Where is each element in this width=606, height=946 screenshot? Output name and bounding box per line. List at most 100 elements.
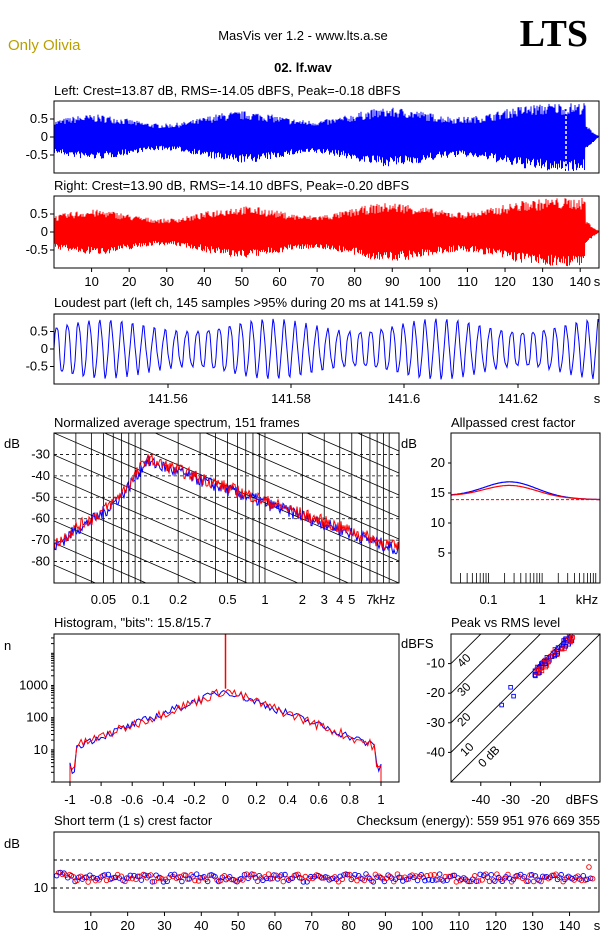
histogram-title: Histogram, "bits": 15.8/15.7 xyxy=(54,615,211,630)
right-xtick-label-4: 50 xyxy=(235,274,249,289)
loudest-xtick-label-3: 141.62 xyxy=(498,391,538,406)
shortcrest-xtick-label-10: 110 xyxy=(449,918,470,933)
shortcrest-point xyxy=(472,873,478,879)
peakrms-point xyxy=(533,673,538,679)
shortcrest-point xyxy=(405,876,412,882)
shortcrest-point xyxy=(525,878,531,884)
shortcrest-point xyxy=(416,873,423,880)
shortcrest-point xyxy=(254,878,261,884)
spectrum-slope-11 xyxy=(54,542,148,583)
shortcrest-point xyxy=(589,875,596,882)
peakrms-point xyxy=(544,655,550,660)
spectrum-ytick-label-0: -30 xyxy=(31,446,50,461)
peakrms-xtick-label-2: -20 xyxy=(531,792,550,807)
peakrms-point xyxy=(532,668,538,673)
spectrum-ytick-label-1: -40 xyxy=(31,468,50,483)
right-xtick-label-11: 120 xyxy=(494,274,516,289)
loudest-ytick-label-0: 0.5 xyxy=(30,324,48,339)
shortcrest-point xyxy=(105,871,111,878)
shortcrest-point xyxy=(528,872,535,878)
allpass-ytick-label-1: 15 xyxy=(431,485,445,500)
right-xtick-label-13: 140 xyxy=(569,274,591,289)
peakrms-frame xyxy=(450,633,601,783)
loudest-frame xyxy=(53,313,600,385)
shortcrest-point xyxy=(85,879,91,885)
shortcrest-point xyxy=(149,879,156,885)
shortcrest-point xyxy=(310,875,316,882)
shortcrest-point xyxy=(352,871,358,878)
spectrum-slope-7 xyxy=(54,454,350,583)
shortcrest-point xyxy=(473,878,480,884)
shortcrest-point xyxy=(249,871,255,877)
shortcrest-point xyxy=(433,877,439,883)
shortcrest-point xyxy=(580,873,587,879)
spectrum-xtick-label-0: 0.05 xyxy=(91,592,116,607)
shortcrest-xtick-label-1: 20 xyxy=(120,918,134,933)
allpass-ytick-label-2: 10 xyxy=(431,515,445,530)
shortcrest-point xyxy=(461,874,467,881)
spectrum-slope-13 xyxy=(54,587,399,737)
spectrum-slope-10 xyxy=(54,520,198,583)
histogram-ytick-label-2: 10 xyxy=(34,742,48,757)
shortcrest-point xyxy=(361,877,368,884)
app-title: MasVis ver 1.2 - www.lts.a.se xyxy=(218,28,388,43)
right-xtick-label-1: 20 xyxy=(122,274,136,289)
shortcrest-xtick-label-6: 70 xyxy=(305,918,319,933)
spectrum-xtick-label-8: 5 xyxy=(348,592,355,607)
allpass-ytick-label-0: 20 xyxy=(431,455,445,470)
shortcrest-point xyxy=(101,872,108,878)
peakrms-point xyxy=(570,635,575,640)
right-ytick-label-1: 0 xyxy=(41,224,48,239)
shortcrest-point xyxy=(159,875,165,882)
spectrum-slope-9 xyxy=(54,498,249,583)
right-xtick-label-2: 30 xyxy=(160,274,174,289)
shortcrest-point xyxy=(280,878,287,885)
spectrum-slope-6 xyxy=(54,433,399,583)
peakrms-point xyxy=(499,702,504,708)
shortcrest-point xyxy=(240,877,246,883)
shortcrest-point xyxy=(429,877,436,884)
spectrum-right-trace xyxy=(54,452,399,552)
right-xtick-label-7: 80 xyxy=(347,274,361,289)
shortcrest-point xyxy=(179,878,185,885)
shortcrest-xtick-label-2: 30 xyxy=(157,918,171,933)
shortcrest-point xyxy=(344,871,351,878)
peakrms-point xyxy=(552,652,558,658)
histogram-xtick-label-3: -0.4 xyxy=(152,792,174,807)
right-xtick-label-9: 100 xyxy=(419,274,441,289)
shortcrest-point xyxy=(396,874,402,881)
shortcrest-point xyxy=(519,875,526,882)
shortcrest-point xyxy=(449,872,456,879)
shortcrest-point xyxy=(129,875,136,882)
shortcrest-point xyxy=(282,871,288,878)
shortcrest-point xyxy=(103,877,110,884)
loudest-title: Loudest part (left ch, 145 samples >95% … xyxy=(54,295,438,310)
shortcrest-point xyxy=(229,876,235,883)
peakrms-diag-0 xyxy=(451,634,600,782)
spectrum-frame xyxy=(53,432,400,584)
shortcrest-point xyxy=(300,879,307,885)
histogram-right-trace xyxy=(69,688,382,782)
shortcrest-point xyxy=(488,871,494,878)
right-xunit: s xyxy=(594,274,601,289)
shortcrest-point xyxy=(394,871,401,877)
shortcrest-point xyxy=(571,877,577,883)
shortcrest-point xyxy=(549,872,555,879)
histogram-left-trace xyxy=(69,690,382,782)
peakrms-ytick-label-3: -40 xyxy=(426,744,445,759)
spectrum-ylabel: dB xyxy=(4,436,20,451)
shortcrest-point xyxy=(431,872,438,878)
shortcrest-point xyxy=(193,871,200,877)
peakrms-diag-label-4: 0 dB xyxy=(475,743,502,770)
shortcrest-point xyxy=(267,876,274,882)
peakrms-ytick-label-0: -10 xyxy=(426,656,445,671)
spectrum-xunit: kHz xyxy=(373,592,395,607)
spectrum-group xyxy=(54,433,399,737)
shortcrest-point xyxy=(370,879,377,885)
histogram-xtick-label-4: -0.2 xyxy=(183,792,205,807)
shortcrest-point xyxy=(492,878,498,884)
shortcrest-point xyxy=(335,879,342,885)
histogram-xtick-label-8: 0.6 xyxy=(310,792,328,807)
spectrum-slope-3 xyxy=(204,433,399,518)
